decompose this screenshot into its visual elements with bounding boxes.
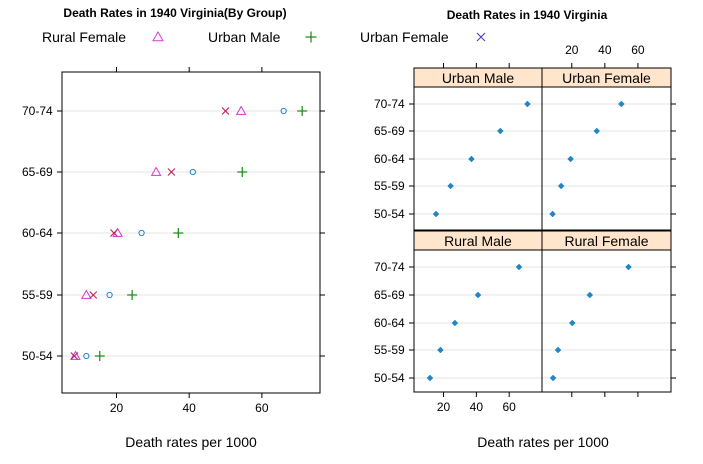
y-tick-label: 60-64 (22, 226, 53, 240)
data-point (112, 227, 123, 237)
right-chart-title: Death Rates in 1940 Virginia (447, 8, 608, 22)
legend-symbol (152, 30, 164, 42)
data-point (89, 291, 98, 299)
data-point (138, 229, 145, 237)
x-tick-label: 40 (183, 401, 197, 415)
data-point (173, 228, 184, 238)
data-point (625, 263, 632, 271)
x-tick-label: 20 (437, 400, 451, 414)
data-point (80, 289, 92, 299)
data-point (593, 127, 601, 135)
data-point (94, 351, 105, 361)
dotplot-by-group: Death Rates in 1940 Virginia(By Group) R… (22, 6, 486, 450)
y-tick-label: 70-74 (374, 97, 405, 111)
data-point (110, 229, 118, 237)
strip-label: Rural Male (444, 233, 512, 249)
x-tick-label: 40 (470, 400, 484, 414)
left-plot-panel: 20 40 60 50-54 55-59 60-64 65-69 70-74 (22, 67, 325, 415)
panel-urban-male: Urban Male (413, 67, 543, 231)
x-tick-label: 60 (502, 400, 516, 414)
legend-symbol (476, 32, 486, 42)
data-point (515, 263, 523, 271)
data-point (496, 127, 504, 135)
y-tick-label: 65-69 (22, 165, 53, 179)
strip-label: Urban Female (562, 70, 651, 86)
strip-label: Rural Female (564, 233, 648, 249)
dotplot-panels: Death Rates in 1940 Virginia Urban Male U… (374, 8, 676, 450)
left-chart-title: Death Rates in 1940 Virginia(By Group) (63, 6, 286, 20)
right-x-axis-label: Death rates per 1000 (477, 434, 609, 450)
panel-rural-male: Rural Male (413, 230, 543, 393)
y-tick-label: 50-54 (22, 349, 53, 363)
data-point (189, 168, 196, 176)
data-point (297, 106, 308, 116)
y-tick-label: 50-54 (374, 371, 405, 385)
data-point (127, 290, 138, 300)
left-x-axis-label: Death rates per 1000 (125, 434, 257, 450)
right-axes: 50-54 55-59 60-64 65-69 70-74 50-54 55-59 60-64… (374, 43, 676, 414)
x-tick-label-top: 60 (631, 43, 645, 57)
panel-rural-female: Rural Female (541, 230, 672, 393)
x-tick-label: 20 (110, 401, 124, 415)
legend-label: Rural Female (42, 29, 126, 45)
panel-frame (541, 249, 672, 393)
data-point (167, 168, 176, 176)
y-tick-label: 60-64 (374, 316, 405, 330)
y-tick-label: 65-69 (374, 288, 405, 302)
data-point (150, 166, 162, 176)
legend-symbol (305, 31, 317, 43)
y-tick-label: 70-74 (374, 260, 405, 274)
data-point (468, 155, 475, 163)
data-point (70, 352, 79, 360)
y-tick-label: 50-54 (374, 207, 405, 221)
panel-urban-female: Urban Female (541, 67, 672, 231)
data-point (432, 210, 440, 218)
data-point (437, 346, 444, 354)
y-tick-label: 70-74 (22, 104, 53, 118)
y-tick-label: 55-59 (22, 288, 53, 302)
data-point (474, 291, 482, 299)
data-point (549, 210, 556, 218)
data-point (235, 105, 247, 115)
data-point (451, 319, 459, 327)
y-tick-label: 65-69 (374, 124, 405, 138)
data-point (586, 291, 594, 299)
data-point (106, 291, 113, 299)
data-point (524, 100, 531, 108)
data-point (568, 319, 576, 327)
data-point (557, 182, 565, 190)
data-point (554, 346, 562, 354)
y-tick-label: 60-64 (374, 152, 405, 166)
data-point (618, 100, 625, 108)
data-point (237, 167, 248, 177)
x-tick-label: 60 (255, 401, 269, 415)
right-plot-panels: Urban Male Urban Female Rural Male Rural Fe… (374, 43, 676, 414)
legend: Rural Female Urban Male Urban Female (42, 29, 486, 45)
data-point (221, 107, 230, 115)
data-point (426, 374, 434, 382)
legend-label: Urban Male (208, 29, 281, 45)
data-point (280, 107, 287, 115)
x-tick-label-top: 40 (598, 43, 612, 57)
data-point (83, 352, 90, 360)
strip-label: Urban Male (442, 70, 515, 86)
data-point (549, 374, 557, 382)
data-point (447, 182, 454, 190)
y-tick-label: 55-59 (374, 179, 405, 193)
panel-frame (413, 249, 543, 393)
y-tick-label: 55-59 (374, 343, 405, 357)
legend-label: Urban Female (360, 29, 449, 45)
data-point (567, 155, 574, 163)
x-tick-label-top: 20 (565, 43, 579, 57)
